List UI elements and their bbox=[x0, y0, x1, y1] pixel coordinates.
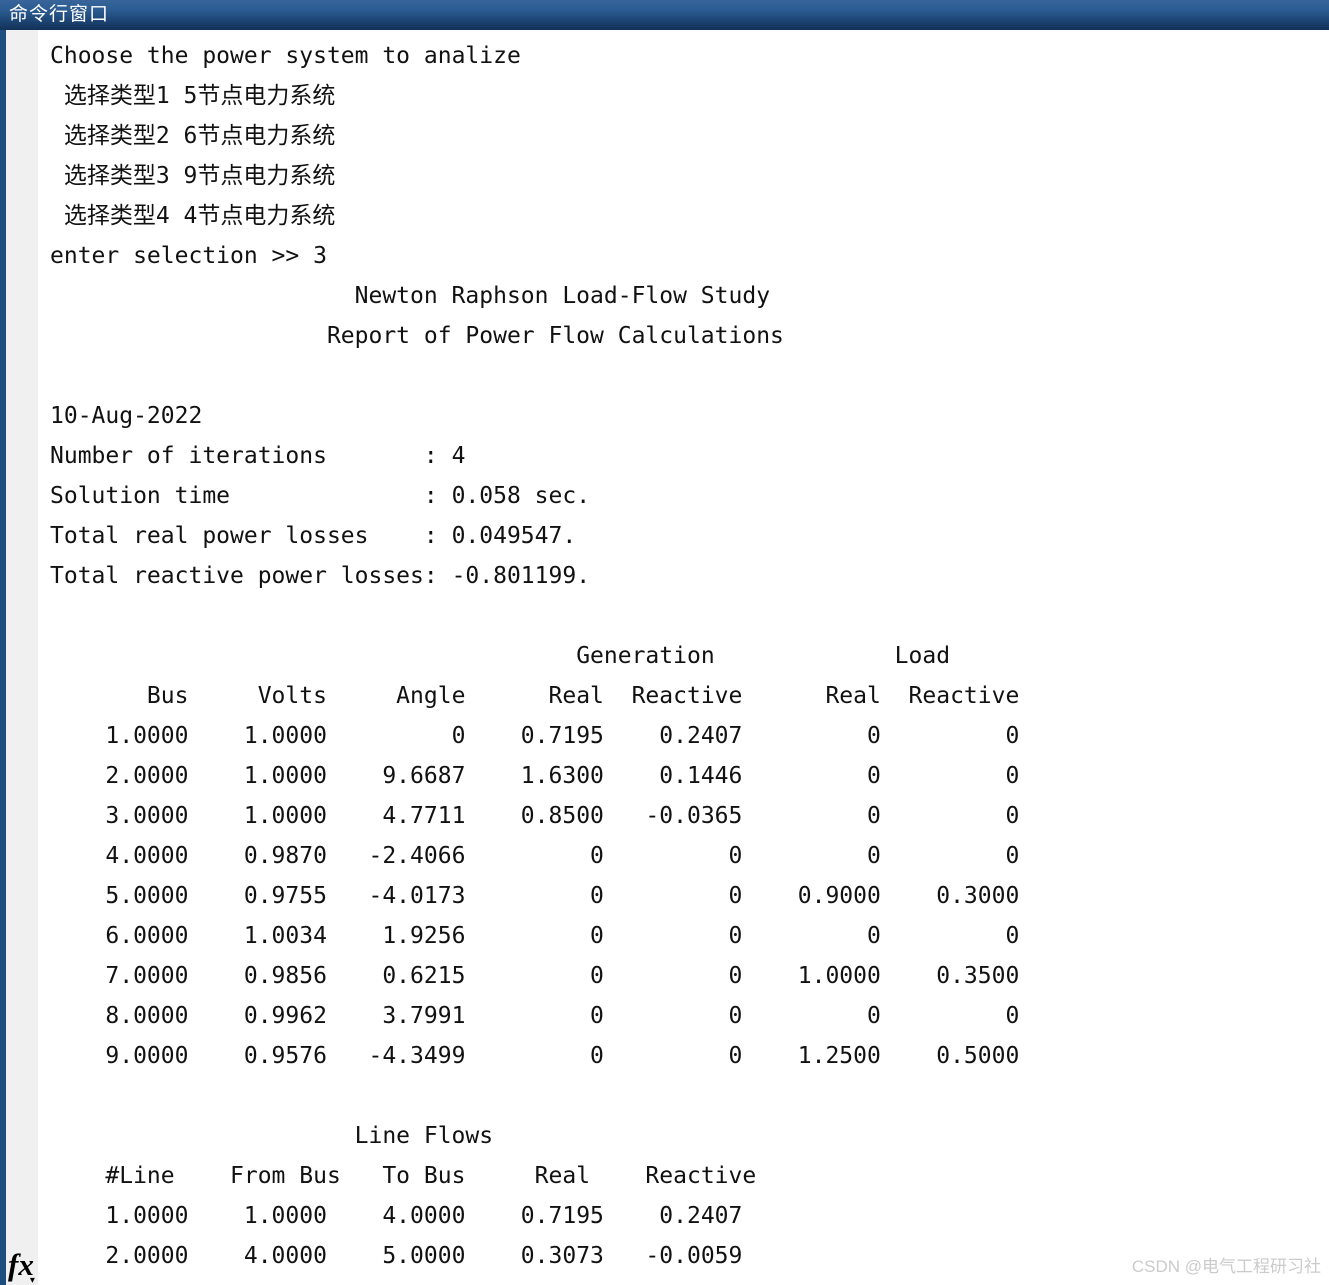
fx-function-hints-button[interactable]: fx▾ bbox=[8, 1247, 39, 1285]
bus-table-row: 6.0000 1.0034 1.9256 0 0 0 0 bbox=[50, 923, 1020, 949]
bus-table-row: 2.0000 1.0000 9.6687 1.6300 0.1446 0 0 bbox=[50, 763, 1020, 789]
line-flows-table: 1.0000 1.0000 4.0000 0.7195 0.2407 2.000… bbox=[50, 1196, 1329, 1276]
watermark: CSDN @电气工程研习社 bbox=[1131, 1257, 1321, 1276]
bus-table-row: 3.0000 1.0000 4.7711 0.8500 -0.0365 0 0 bbox=[50, 803, 1020, 829]
window-titlebar[interactable]: 命令行窗口 bbox=[0, 0, 1329, 30]
blank-line bbox=[50, 596, 1329, 636]
prompt-line: enter selection >> 3 bbox=[50, 243, 327, 269]
line-flow-row: 2.0000 4.0000 5.0000 0.3073 -0.0059 bbox=[50, 1243, 743, 1269]
report-stats: Number of iterations : 4 Solution time : … bbox=[50, 436, 1329, 596]
report-stat-line: Total reactive power losses: -0.801199. bbox=[50, 563, 591, 589]
bus-table-column-header: Bus Volts Angle Real Reactive Real React… bbox=[50, 683, 1020, 709]
bus-table-group-header: Generation Load bbox=[50, 643, 951, 669]
bus-table-row: 7.0000 0.9856 0.6215 0 0 1.0000 0.3500 bbox=[50, 963, 1020, 989]
report-stat-line: Solution time : 0.058 sec. bbox=[50, 483, 591, 509]
report-title: Newton Raphson Load-Flow Study bbox=[354, 283, 771, 309]
line-flows-column-header: #Line From Bus To Bus Real Reactive bbox=[50, 1163, 757, 1189]
menu-option-line: 选择类型4 4节点电力系统 bbox=[50, 203, 336, 229]
report-date: 10-Aug-2022 bbox=[50, 403, 203, 429]
menu-option-line: 选择类型2 6节点电力系统 bbox=[50, 123, 336, 149]
bus-table-row: 1.0000 1.0000 0 0.7195 0.2407 0 0 bbox=[50, 723, 1020, 749]
intro-line: Choose the power system to analize bbox=[50, 43, 521, 69]
line-flows-title: Line Flows bbox=[354, 1123, 494, 1149]
bus-table: 1.0000 1.0000 0 0.7195 0.2407 0 0 2.0000… bbox=[50, 716, 1329, 1076]
report-stat-line: Number of iterations : 4 bbox=[50, 443, 466, 469]
blank-line bbox=[50, 1076, 1329, 1116]
bus-table-row: 8.0000 0.9962 3.7991 0 0 0 0 bbox=[50, 1003, 1020, 1029]
bus-table-row: 4.0000 0.9870 -2.4066 0 0 0 0 bbox=[50, 843, 1020, 869]
report-stat-line: Total real power losses : 0.049547. bbox=[50, 523, 577, 549]
menu-options: 选择类型1 5节点电力系统 选择类型2 6节点电力系统 选择类型3 9节点电力系… bbox=[50, 76, 1329, 236]
bus-table-row: 9.0000 0.9576 -4.3499 0 0 1.2500 0.5000 bbox=[50, 1043, 1020, 1069]
caret-down-icon: ▾ bbox=[29, 1275, 35, 1285]
line-flow-row: 1.0000 1.0000 4.0000 0.7195 0.2407 bbox=[50, 1203, 743, 1229]
window-body: fx▾ Choose the power system to analize 选… bbox=[0, 30, 1329, 1285]
console-output[interactable]: Choose the power system to analize 选择类型1… bbox=[38, 30, 1329, 1285]
left-border bbox=[0, 30, 6, 1285]
menu-option-line: 选择类型1 5节点电力系统 bbox=[50, 83, 336, 109]
bus-table-row: 5.0000 0.9755 -4.0173 0 0 0.9000 0.3000 bbox=[50, 883, 1020, 909]
left-gutter bbox=[6, 30, 38, 1285]
window-title: 命令行窗口 bbox=[9, 4, 110, 25]
report-subtitle: Report of Power Flow Calculations bbox=[326, 323, 784, 349]
menu-option-line: 选择类型3 9节点电力系统 bbox=[50, 163, 336, 189]
blank-line bbox=[50, 356, 1329, 396]
fx-icon: fx bbox=[8, 1247, 34, 1282]
